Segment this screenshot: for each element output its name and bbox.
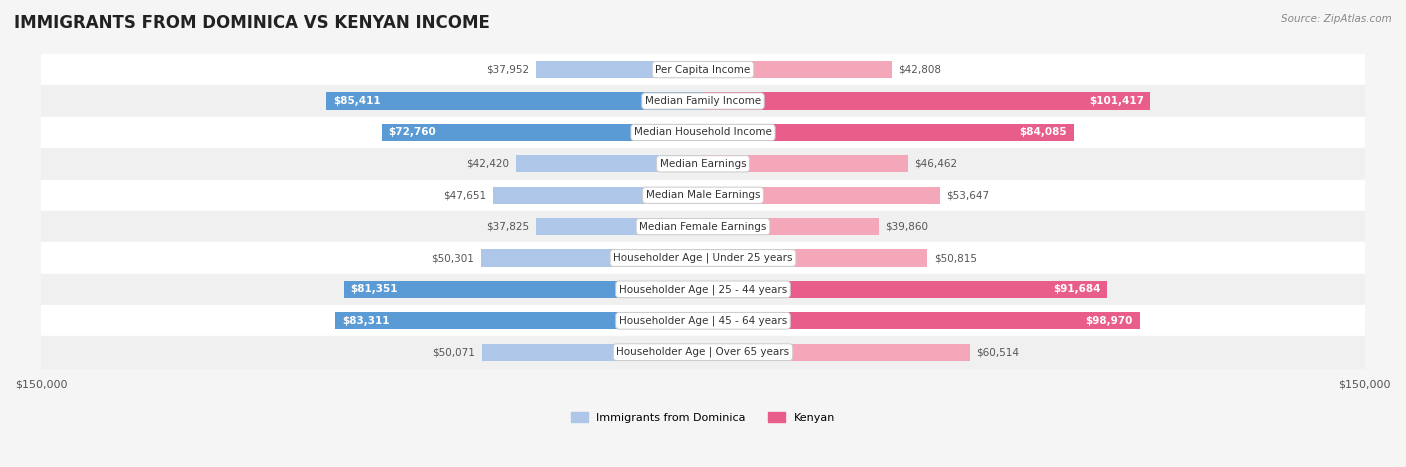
Text: $98,970: $98,970 [1085,316,1133,326]
Text: $53,647: $53,647 [946,190,990,200]
Text: $37,825: $37,825 [486,222,530,232]
Text: $72,760: $72,760 [388,127,436,137]
Text: $101,417: $101,417 [1088,96,1144,106]
Bar [41,337,1365,368]
Bar [703,155,908,172]
Text: $81,351: $81,351 [350,284,398,294]
Bar [41,117,1365,148]
Text: $50,301: $50,301 [432,253,474,263]
Bar [481,249,703,267]
Text: $91,684: $91,684 [1053,284,1101,294]
Text: Householder Age | Over 65 years: Householder Age | Over 65 years [616,347,790,357]
Text: Median Family Income: Median Family Income [645,96,761,106]
Text: Median Household Income: Median Household Income [634,127,772,137]
Text: $46,462: $46,462 [914,159,957,169]
Bar [326,92,703,110]
Bar [703,187,939,204]
Bar [41,242,1365,274]
Bar [382,124,703,141]
Legend: Immigrants from Dominica, Kenyan: Immigrants from Dominica, Kenyan [567,408,839,427]
Text: Median Female Earnings: Median Female Earnings [640,222,766,232]
Bar [536,61,703,78]
Text: $84,085: $84,085 [1019,127,1067,137]
Text: $39,860: $39,860 [886,222,928,232]
Text: $37,952: $37,952 [486,64,529,75]
Text: $42,808: $42,808 [898,64,942,75]
Bar [703,344,970,361]
Bar [41,274,1365,305]
Text: Householder Age | 25 - 44 years: Householder Age | 25 - 44 years [619,284,787,295]
Bar [41,54,1365,85]
Bar [703,61,891,78]
Bar [41,148,1365,179]
Text: Source: ZipAtlas.com: Source: ZipAtlas.com [1281,14,1392,24]
Text: $42,420: $42,420 [467,159,509,169]
Bar [703,281,1108,298]
Bar [336,312,703,329]
Text: IMMIGRANTS FROM DOMINICA VS KENYAN INCOME: IMMIGRANTS FROM DOMINICA VS KENYAN INCOM… [14,14,489,32]
Text: Median Male Earnings: Median Male Earnings [645,190,761,200]
Bar [492,187,703,204]
Text: $83,311: $83,311 [342,316,389,326]
Bar [516,155,703,172]
Text: $50,071: $50,071 [433,347,475,357]
Text: Per Capita Income: Per Capita Income [655,64,751,75]
Bar [703,312,1140,329]
Bar [536,218,703,235]
Text: $60,514: $60,514 [977,347,1019,357]
Bar [703,249,927,267]
Text: Median Earnings: Median Earnings [659,159,747,169]
Bar [344,281,703,298]
Bar [703,218,879,235]
Bar [703,124,1074,141]
Bar [482,344,703,361]
Text: Householder Age | Under 25 years: Householder Age | Under 25 years [613,253,793,263]
Bar [41,305,1365,337]
Bar [41,211,1365,242]
Bar [703,92,1150,110]
Text: $47,651: $47,651 [443,190,486,200]
Bar [41,85,1365,117]
Text: Householder Age | 45 - 64 years: Householder Age | 45 - 64 years [619,316,787,326]
Bar [41,179,1365,211]
Text: $85,411: $85,411 [333,96,381,106]
Text: $50,815: $50,815 [934,253,977,263]
